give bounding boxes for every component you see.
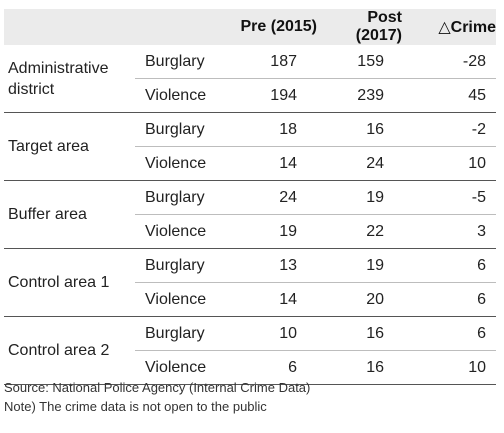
pre-2015-value: 14 [219,146,317,181]
delta-crime-value: 45 [402,78,496,113]
delta-crime-value: 10 [402,146,496,181]
crime-type: Violence [135,282,219,317]
crime-type: Burglary [135,112,219,147]
crime-type: Burglary [135,180,219,215]
pre-2015-value: 18 [219,112,317,147]
delta-crime-value: -5 [402,180,496,215]
disclaimer-note: Note) The crime data is not open to the … [4,399,267,414]
delta-crime-value: 6 [402,282,496,317]
pre-2015-value: 13 [219,248,317,283]
pre-2015-value: 19 [219,214,317,249]
delta-crime-value: 6 [402,316,496,351]
delta-crime-value: -28 [402,45,496,79]
table-row: Violence 19 22 3 [4,214,496,249]
delta-crime-value: 6 [402,248,496,283]
delta-crime-value: 10 [402,350,496,385]
header-post-2017: Post (2017) [355,9,402,44]
post-2017-value: 16 [317,112,402,147]
post-2017-value: 159 [317,45,402,79]
post-2017-value: 20 [317,282,402,317]
pre-2015-value: 194 [219,78,317,113]
header-crime-type [135,9,219,45]
delta-crime-value: 3 [402,214,496,249]
crime-type: Burglary [135,248,219,283]
table-row: Control area 2 Burglary 10 16 6 [4,316,496,385]
table-row: Violence 194 239 45 [4,78,496,113]
crime-table-container: Pre (2015) Post (2017) △Crime Administra… [4,9,496,385]
header-pre-2015: Pre (2015) [240,18,318,35]
pre-2015-value: 14 [219,282,317,317]
crime-type: Violence [135,78,219,113]
post-2017-value: 16 [317,316,402,351]
crime-type: Violence [135,214,219,249]
post-2017-value: 16 [317,350,402,385]
area-name: Control area 2 [4,316,135,385]
crime-type: Violence [135,350,219,385]
table-row: Buffer area Burglary 24 19 -5 [4,180,496,249]
table-row: Target area Burglary 18 16 -2 [4,112,496,181]
area-name: Control area 1 [4,248,135,317]
crime-type: Burglary [135,316,219,351]
delta-crime-value: -2 [402,112,496,147]
header-delta-crime: △Crime [438,19,496,36]
table-row: Violence 6 16 10 [4,350,496,385]
crime-table: Pre (2015) Post (2017) △Crime Administra… [4,9,496,385]
post-2017-value: 19 [317,248,402,283]
table-row: Administrative district Burglary 187 159 -28 [4,45,496,113]
post-2017-value: 22 [317,214,402,249]
crime-type: Violence [135,146,219,181]
pre-2015-value: 6 [219,350,317,385]
table-header-row: Pre (2015) Post (2017) △Crime [4,9,496,45]
crime-type: Burglary [135,45,219,79]
table-body: Administrative district Burglary 187 159 -28… [4,45,496,385]
table-row: Violence 14 20 6 [4,282,496,317]
table-notes: Source: National Police Agency (Internal… [4,378,310,416]
post-2017-value: 24 [317,146,402,181]
post-2017-value: 239 [317,78,402,113]
pre-2015-value: 24 [219,180,317,215]
pre-2015-value: 10 [219,316,317,351]
post-2017-value: 19 [317,180,402,215]
source-note: Source: National Police Agency (Internal… [4,380,311,395]
area-name: Target area [4,112,135,181]
table-row: Control area 1 Burglary 13 19 6 [4,248,496,317]
pre-2015-value: 187 [219,45,317,79]
table-row: Violence 14 24 10 [4,146,496,181]
area-name: Buffer area [4,180,135,249]
header-area [4,9,135,45]
area-name: Administrative district [4,45,135,113]
